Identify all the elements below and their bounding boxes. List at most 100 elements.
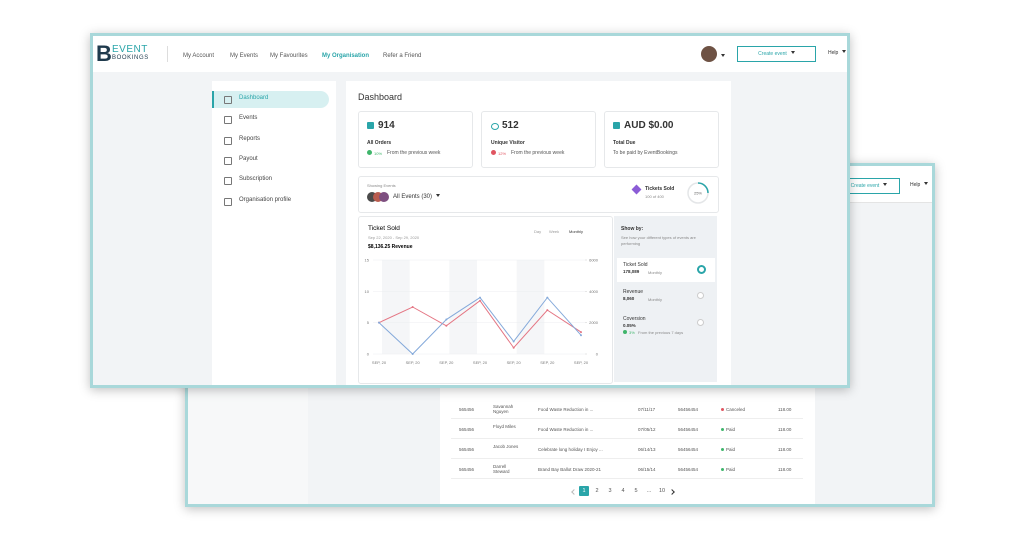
x-tick-label: SEP, 20 xyxy=(540,360,555,365)
point xyxy=(411,353,414,355)
icon xyxy=(491,123,499,130)
cell: 56456454 xyxy=(678,447,699,452)
nav-item[interactable]: My Events xyxy=(230,53,259,59)
metric-label: Revenue xyxy=(623,289,644,295)
point xyxy=(479,296,481,299)
status-dot xyxy=(721,448,724,451)
event-select[interactable]: All Events (30) xyxy=(393,194,440,200)
cell: 118.00 xyxy=(778,467,792,472)
stat-label: Total Due xyxy=(613,140,636,146)
page-button[interactable]: 10 xyxy=(658,488,666,494)
page-title: Dashboard xyxy=(358,92,403,102)
page-button[interactable]: 4 xyxy=(621,488,625,494)
point xyxy=(445,324,448,327)
button-text: Create event xyxy=(850,183,880,189)
cell: 56456454 xyxy=(678,467,699,472)
cell: Celebrate long holiday I Enjoy ... xyxy=(538,447,603,452)
row-divider xyxy=(451,438,803,439)
cell: 06/14/13 xyxy=(638,447,656,452)
event-avatars xyxy=(367,192,389,202)
radio[interactable] xyxy=(697,292,704,299)
avatar[interactable] xyxy=(701,45,725,63)
create-event-button[interactable]: Create event xyxy=(737,46,816,62)
metric-label: Coversion xyxy=(623,316,646,322)
sidebar-item[interactable]: Payout xyxy=(239,155,258,162)
stat-value: 914 xyxy=(378,120,395,131)
page-button[interactable]: 1 xyxy=(579,486,589,496)
chart-revenue: $8,136.25 Revenue xyxy=(368,244,413,250)
page-button[interactable]: 3 xyxy=(608,488,612,494)
cell: 118.00 xyxy=(778,447,792,452)
stat-card xyxy=(481,111,596,168)
metric-change: 3% xyxy=(629,330,635,335)
cell: Paid xyxy=(726,467,736,472)
cell: Savannah Nguyen xyxy=(493,404,514,414)
point xyxy=(479,299,481,302)
cell: Darrell Steward xyxy=(493,464,510,474)
row-divider xyxy=(451,418,803,419)
page-button[interactable]: 5 xyxy=(634,488,638,494)
radio[interactable] xyxy=(697,265,706,274)
point xyxy=(378,321,380,324)
stat-note: From the previous week xyxy=(387,150,441,156)
logo-bottom: BOOKINGS xyxy=(112,55,149,61)
column-band xyxy=(382,260,410,354)
cell: 565456 xyxy=(459,447,475,452)
sidebar-item[interactable]: Reports xyxy=(239,135,261,142)
ring-label: 25% xyxy=(694,191,702,196)
sidebar-item[interactable]: Dashboard xyxy=(239,95,269,101)
cell: 118.00 xyxy=(778,427,792,432)
show-by-note: See how your different types of events a… xyxy=(621,235,696,246)
nav-item[interactable]: Refer a Friend xyxy=(383,53,422,59)
cell: Food Waste Reduction in ... xyxy=(538,427,594,432)
nav-item[interactable]: My Account xyxy=(183,53,215,59)
divider xyxy=(167,46,168,62)
chart-tab: Monthly xyxy=(569,229,583,234)
stat-note: From the previous week xyxy=(511,150,565,156)
front-window: B EVENT BOOKINGS My Account My Events My… xyxy=(90,33,850,388)
sidebar-item[interactable]: Subscription xyxy=(239,176,273,183)
x-tick-label: SEP, 20 xyxy=(439,360,454,365)
nav-item-active[interactable]: My Organisation xyxy=(322,53,370,59)
progress-ring: 25% xyxy=(687,182,709,204)
sidebar-icon xyxy=(224,177,232,186)
sidebar-icon xyxy=(224,197,232,206)
cell: Jacob Jones xyxy=(493,444,519,449)
cell: 565456 xyxy=(459,467,475,472)
radio[interactable] xyxy=(697,319,704,326)
sidebar-item[interactable]: Events xyxy=(239,115,258,122)
logo-top: EVENT xyxy=(112,44,148,55)
ring-arc xyxy=(697,182,709,194)
stat-card xyxy=(604,111,719,168)
change: 12% xyxy=(498,151,507,156)
x-tick-label: SEP, 20 xyxy=(406,360,421,365)
cell: 56456454 xyxy=(678,407,699,412)
dot xyxy=(367,150,372,155)
icon xyxy=(367,122,374,129)
metric-period: Monthly xyxy=(648,296,663,302)
stat-note: To be paid by EventBookings xyxy=(613,150,678,156)
point xyxy=(580,331,582,334)
nav-item[interactable]: My Favourites xyxy=(270,53,308,59)
x-tick-label: SEP, 20 xyxy=(574,360,589,365)
logo-letter: B xyxy=(96,41,112,66)
point xyxy=(512,346,515,349)
page-button[interactable]: ... xyxy=(646,488,652,494)
help-menu[interactable]: Help xyxy=(828,50,846,56)
cell: Paid xyxy=(726,447,736,452)
show-by-title: Show by: xyxy=(621,226,644,232)
sidebar-item[interactable]: Organisation profile xyxy=(239,196,292,203)
cell: Brand Bay Ballot Draw 2020-21 xyxy=(538,467,602,472)
metric-label: Ticket Sold xyxy=(623,262,648,268)
cell: Canceled xyxy=(726,407,746,412)
page-button[interactable]: 2 xyxy=(595,488,599,494)
point xyxy=(512,340,515,343)
sidebar xyxy=(212,81,336,385)
metric-period: Monthly xyxy=(648,269,663,275)
cell: Paid xyxy=(726,427,736,432)
help-menu[interactable]: Help xyxy=(910,182,928,188)
show-by-panel xyxy=(614,216,717,382)
cell: 565456 xyxy=(459,427,475,432)
y2-tick-label: 0 xyxy=(596,352,599,357)
tickets-label: Tickets Sold xyxy=(645,186,675,192)
